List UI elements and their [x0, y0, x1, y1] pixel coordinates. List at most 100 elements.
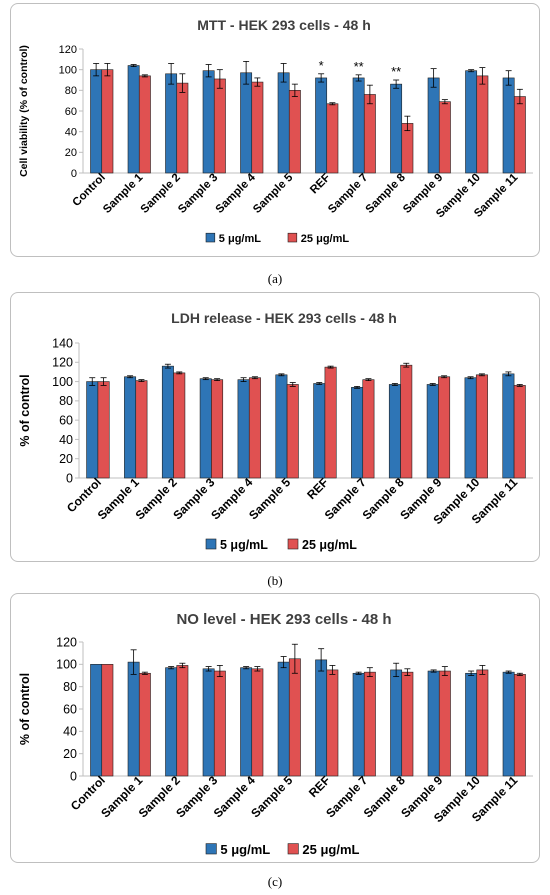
- bar-series1: [315, 77, 328, 174]
- bar-series2: [251, 81, 264, 174]
- chart-panel-no: NO level - HEK 293 cells - 48 h 0 20 40 60 80…: [10, 593, 540, 863]
- y-tick-label: 0: [70, 769, 77, 783]
- bar-series1: [427, 77, 440, 174]
- significance-mark: **: [391, 64, 401, 79]
- bar-series2: [213, 670, 226, 777]
- bar-series2: [286, 384, 299, 479]
- bar-series1: [240, 72, 253, 174]
- y-tick-label: 80: [65, 85, 77, 97]
- y-tick-label: 0: [66, 471, 73, 485]
- caption-a: (a): [267, 271, 283, 286]
- legend-label-1: 5 μg/mL: [219, 233, 261, 245]
- bar-series2: [513, 96, 526, 174]
- y-tick-label: 60: [59, 414, 73, 428]
- chart-svg: NO level - HEK 293 cells - 48 h 0 20 40 60 80…: [18, 611, 533, 857]
- significance-mark: *: [319, 58, 324, 73]
- bar-series2: [324, 366, 337, 479]
- bar-series1: [90, 69, 103, 174]
- y-tick-label: 60: [63, 702, 77, 716]
- legend-label-1: 5 μg/mL: [220, 842, 270, 857]
- bar-series1: [313, 383, 326, 479]
- legend-swatch-2: [287, 843, 299, 855]
- bar-series2: [513, 674, 526, 777]
- y-tick-label: 100: [59, 65, 77, 77]
- bar-series1: [240, 667, 253, 777]
- bar-series1: [390, 83, 403, 174]
- chart-svg: MTT - HEK 293 cells - 48 h 0 20 40 60 80 100 12…: [18, 17, 533, 245]
- bar-series1: [502, 671, 515, 777]
- y-tick-label: 80: [59, 394, 73, 408]
- y-tick-label: 140: [52, 336, 73, 350]
- bar-series2: [362, 379, 375, 479]
- bar-series2: [211, 379, 224, 479]
- bar-series1: [464, 377, 477, 479]
- bar-series1: [127, 65, 140, 174]
- bar-series2: [438, 101, 451, 174]
- bar-series1: [502, 373, 515, 479]
- bar-series1: [277, 661, 290, 777]
- y-tick-label: 40: [59, 433, 73, 447]
- bar-series2: [326, 103, 339, 174]
- chart-svg: LDH release - HEK 293 cells - 48 h 0 20 40 6…: [18, 310, 533, 552]
- bar-series1: [161, 365, 174, 479]
- bar-series1: [165, 667, 178, 777]
- chart-title: LDH release - HEK 293 cells - 48 h: [171, 310, 397, 326]
- x-category-label: Sample 5: [246, 475, 293, 522]
- x-category-label: Sample 2: [139, 172, 183, 216]
- y-tick-label: 60: [65, 106, 77, 118]
- x-category-label: REF: [306, 773, 333, 800]
- y-tick-label: 80: [63, 680, 77, 694]
- chart-title: MTT - HEK 293 cells - 48 h: [197, 17, 371, 33]
- legend-swatch-1: [205, 538, 217, 550]
- bar-series2: [475, 374, 488, 479]
- bar-series2: [363, 671, 376, 777]
- bar-series2: [513, 385, 526, 479]
- bar-series2: [438, 670, 451, 777]
- y-tick-label: 20: [63, 747, 77, 761]
- bar-series2: [251, 668, 264, 777]
- y-tick-label: 120: [59, 44, 77, 56]
- chart-panel-ldh: LDH release - HEK 293 cells - 48 h 0 20 40 6…: [10, 292, 540, 562]
- legend-label-2: 25 μg/mL: [302, 842, 359, 857]
- bar-series1: [352, 672, 365, 777]
- bar-series2: [213, 78, 226, 174]
- caption-c: (c): [267, 874, 283, 889]
- bar-series1: [277, 72, 290, 174]
- bar-series1: [426, 384, 439, 479]
- legend-label-1: 5 μg/mL: [220, 538, 268, 552]
- y-tick-label: 100: [52, 375, 73, 389]
- y-tick-label: 120: [52, 356, 73, 370]
- bar-series2: [438, 376, 451, 479]
- y-axis-label: % of control: [18, 673, 32, 745]
- caption-b: (b): [267, 573, 283, 588]
- x-category-label: Sample 5: [248, 773, 295, 820]
- bar-series2: [476, 669, 489, 777]
- bar-series1: [90, 664, 103, 777]
- bar-series1: [237, 379, 250, 479]
- bar-series2: [176, 82, 189, 174]
- y-tick-label: 100: [56, 658, 77, 672]
- y-axis-label: % of control: [18, 374, 32, 446]
- bar-series1: [388, 384, 401, 479]
- y-tick-label: 20: [65, 147, 77, 159]
- bar-series1: [202, 70, 215, 174]
- bar-series1: [127, 661, 140, 777]
- bar-series1: [502, 77, 515, 174]
- x-category-label: REF: [304, 475, 331, 502]
- bar-series2: [101, 69, 114, 174]
- bar-series2: [326, 669, 339, 777]
- y-tick-label: 20: [59, 452, 73, 466]
- legend-swatch-2: [287, 232, 298, 243]
- bar-series1: [165, 73, 178, 174]
- bar-series1: [351, 387, 364, 479]
- bar-series1: [202, 668, 215, 777]
- y-tick-label: 120: [56, 635, 77, 649]
- bar-series2: [101, 664, 114, 777]
- legend-swatch-1: [205, 843, 217, 855]
- bar-series2: [173, 372, 186, 479]
- y-tick-label: 0: [71, 168, 77, 180]
- bar-series2: [248, 377, 261, 479]
- bar-series1: [465, 672, 478, 777]
- bar-series2: [288, 90, 301, 174]
- legend-label-2: 25 μg/mL: [302, 538, 357, 552]
